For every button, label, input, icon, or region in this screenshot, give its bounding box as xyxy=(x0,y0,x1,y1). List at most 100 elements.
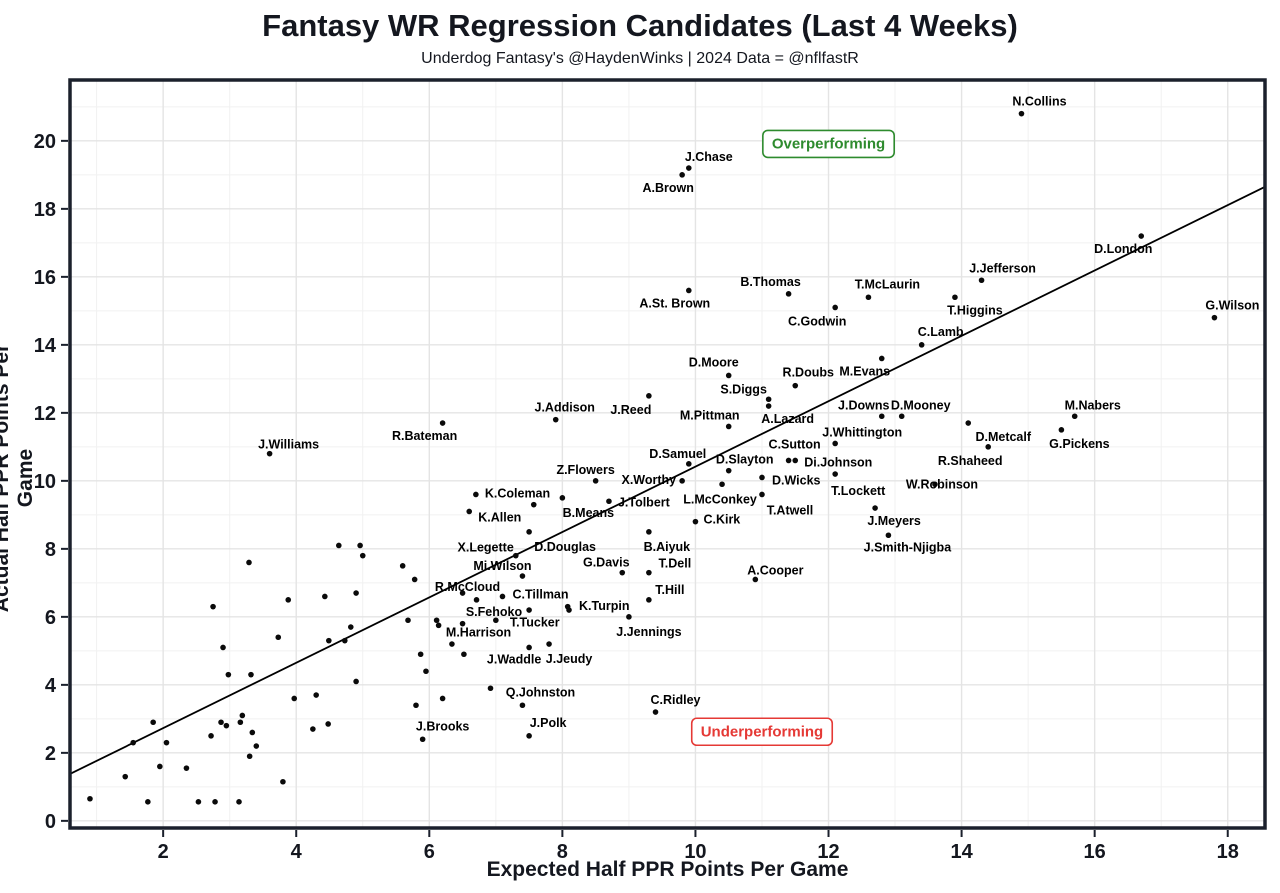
data-point xyxy=(885,532,892,539)
player-label: D.London xyxy=(1094,242,1152,256)
data-point xyxy=(1018,110,1025,117)
data-point xyxy=(519,702,526,709)
data-point xyxy=(759,474,765,481)
player-label: D.Mooney xyxy=(891,398,951,412)
data-point xyxy=(526,607,532,613)
player-label: W.Robinson xyxy=(906,477,978,491)
data-point xyxy=(685,461,692,467)
player-label: M.Harrison xyxy=(446,626,511,640)
data-point xyxy=(765,403,772,409)
player-label: Q.Johnston xyxy=(506,685,575,699)
data-point xyxy=(220,644,226,651)
x-tick-label: 16 xyxy=(1084,841,1106,863)
data-point xyxy=(965,420,972,426)
y-tick-label: 12 xyxy=(34,403,56,425)
player-label: L.McConkey xyxy=(683,492,757,506)
data-point xyxy=(435,622,442,629)
data-point xyxy=(236,799,242,805)
player-label: G.Pickens xyxy=(1049,437,1109,451)
player-label: C.Ridley xyxy=(651,693,701,707)
player-label: D.Slayton xyxy=(716,453,774,467)
data-point xyxy=(792,457,799,464)
player-label: C.Tillman xyxy=(512,587,568,601)
player-label: C.Godwin xyxy=(788,314,846,328)
player-label: J.Smith-Njigba xyxy=(864,540,953,554)
data-point xyxy=(1211,314,1218,321)
data-point xyxy=(336,542,342,549)
data-point xyxy=(626,614,632,620)
data-point xyxy=(785,457,792,464)
data-point xyxy=(872,505,878,511)
player-label: M.Nabers xyxy=(1065,398,1121,412)
player-label: J.Meyers xyxy=(867,514,921,528)
player-label: M.Pittman xyxy=(680,408,740,422)
data-point xyxy=(646,569,652,576)
data-point xyxy=(461,651,467,658)
data-point xyxy=(606,498,612,505)
data-point xyxy=(898,413,905,420)
data-point xyxy=(353,590,359,596)
player-label: B.Thomas xyxy=(740,275,800,289)
data-point xyxy=(765,396,772,403)
player-label: T.Lockett xyxy=(831,484,886,498)
panel-border xyxy=(68,78,1267,830)
data-point xyxy=(218,719,224,726)
player-label: J.Brooks xyxy=(416,719,470,733)
data-point xyxy=(526,733,532,739)
player-label: R.McCloud xyxy=(435,580,500,594)
x-tick-label: 4 xyxy=(291,841,303,863)
data-point xyxy=(679,478,685,484)
player-label: X.Legette xyxy=(458,541,514,555)
y-tick-label: 18 xyxy=(34,199,56,221)
player-label: J.Williams xyxy=(258,438,319,452)
data-point xyxy=(530,501,537,508)
data-point xyxy=(122,773,129,780)
data-point xyxy=(150,719,156,726)
player-label: D.Wicks xyxy=(772,473,821,487)
player-label: S.Diggs xyxy=(720,382,767,396)
data-point xyxy=(592,478,599,484)
player-label: A.Lazard xyxy=(761,412,814,426)
x-tick-label: 6 xyxy=(424,841,435,863)
data-point xyxy=(865,294,872,301)
data-point xyxy=(985,444,992,450)
data-point xyxy=(210,603,216,610)
data-point xyxy=(792,382,799,389)
player-label: Z.Flowers xyxy=(556,463,614,477)
data-point xyxy=(1138,233,1145,239)
y-tick-label: 16 xyxy=(34,267,56,289)
x-tick-label: 14 xyxy=(950,841,973,863)
player-label: J.Jefferson xyxy=(969,261,1036,275)
y-tick-label: 2 xyxy=(45,743,56,765)
data-point xyxy=(322,593,328,600)
data-point xyxy=(266,450,273,457)
player-label: J.Reed xyxy=(610,403,651,417)
data-point xyxy=(399,563,406,569)
player-label: S.Fehoko xyxy=(466,605,523,619)
data-point xyxy=(466,508,473,515)
data-point xyxy=(473,491,479,498)
player-label: J.Tolbert xyxy=(618,495,671,509)
data-point xyxy=(526,644,532,651)
data-point xyxy=(546,641,552,647)
data-point xyxy=(87,795,93,802)
data-point xyxy=(285,597,292,603)
x-tick-label: 2 xyxy=(158,841,169,863)
data-point xyxy=(433,617,440,624)
data-point xyxy=(459,590,466,596)
data-point xyxy=(878,413,885,420)
y-tick-label: 10 xyxy=(34,471,56,493)
data-point xyxy=(646,597,652,603)
data-point xyxy=(313,692,319,698)
data-point xyxy=(978,277,985,284)
data-point xyxy=(183,765,190,771)
data-point xyxy=(652,709,659,715)
underperforming-badge: Underperforming xyxy=(690,717,834,747)
data-point xyxy=(449,641,455,647)
player-label: J.Whittington xyxy=(822,425,902,439)
data-point xyxy=(619,569,626,576)
player-label: A.Cooper xyxy=(747,563,803,577)
data-point xyxy=(566,607,572,613)
